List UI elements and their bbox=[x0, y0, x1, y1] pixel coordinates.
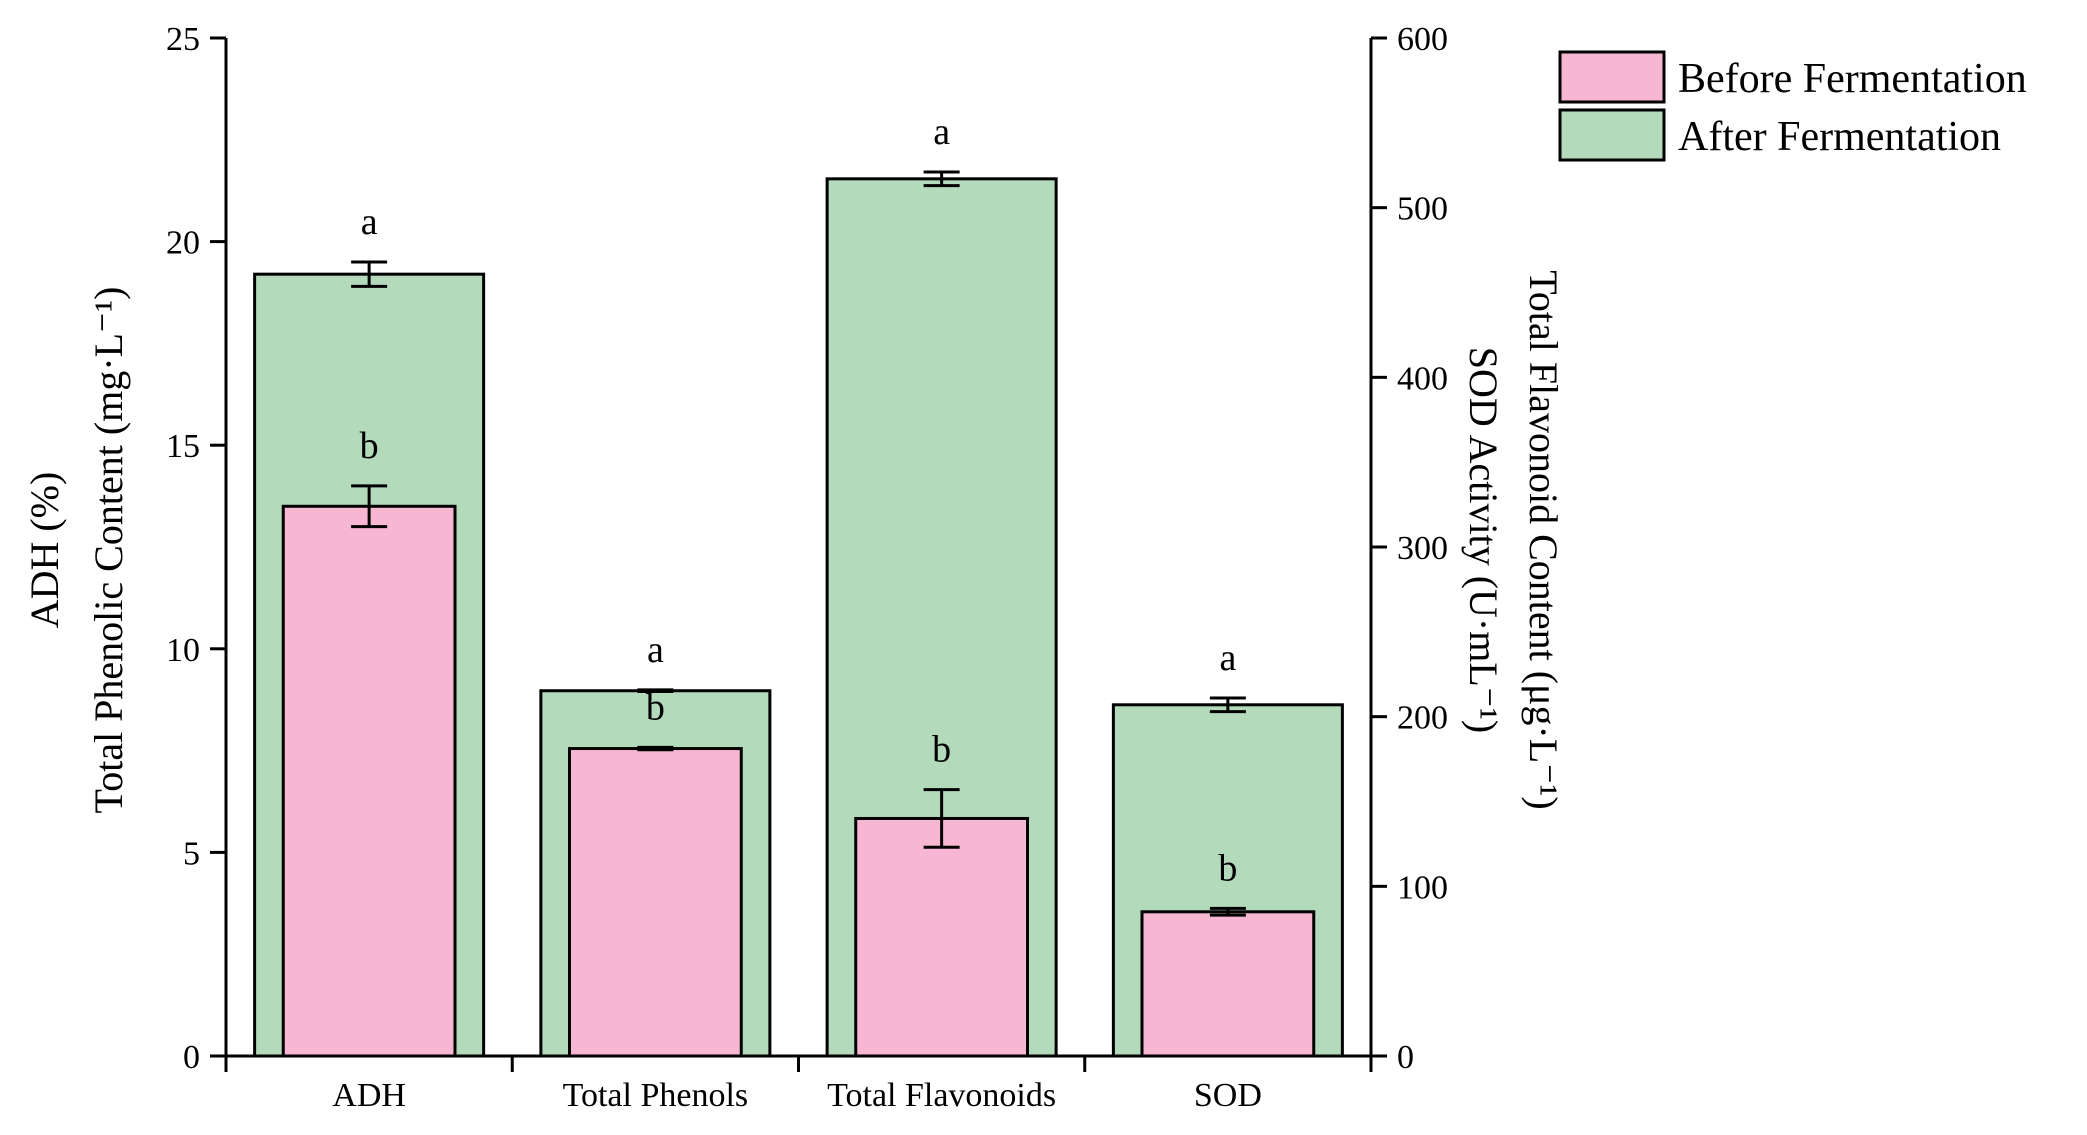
legend-label-before: Before Fermentation bbox=[1678, 56, 2027, 102]
left-tick-label: 5 bbox=[183, 835, 200, 872]
category-label: SOD bbox=[1194, 1077, 1262, 1114]
right-tick-label: 400 bbox=[1397, 360, 1448, 397]
right-axis-title-line2: SOD Activity (U·mL⁻¹) bbox=[1461, 347, 1506, 733]
bar-before bbox=[854, 816, 1029, 1058]
left-tick-label: 0 bbox=[183, 1039, 200, 1076]
right-tick-label: 0 bbox=[1397, 1039, 1414, 1076]
category-label: Total Flavonoids bbox=[827, 1077, 1056, 1114]
left-tick-label: 25 bbox=[166, 21, 200, 58]
significance-label-before: b bbox=[646, 686, 665, 728]
right-tick-label: 600 bbox=[1397, 21, 1448, 58]
left-axis-title-line1: ADH (%) bbox=[22, 472, 67, 629]
significance-label-after: a bbox=[933, 111, 950, 153]
significance-label-before: b bbox=[1218, 847, 1237, 889]
significance-label-before: b bbox=[932, 729, 951, 771]
left-axis-title-line2: Total Phenolic Content (mg·L⁻¹) bbox=[86, 287, 131, 814]
significance-label-before: b bbox=[360, 425, 379, 467]
legend-swatch-after bbox=[1558, 108, 1666, 162]
category-label: ADH bbox=[332, 1077, 406, 1114]
right-tick-label: 500 bbox=[1397, 191, 1448, 228]
significance-label-after: a bbox=[361, 201, 378, 243]
legend-swatch-before bbox=[1558, 50, 1666, 104]
significance-label-after: a bbox=[647, 629, 664, 671]
category-label: Total Phenols bbox=[563, 1077, 749, 1114]
left-tick-label: 20 bbox=[166, 225, 200, 262]
legend: Before Fermentation After Fermentation bbox=[1558, 50, 2027, 162]
left-tick-label: 15 bbox=[166, 428, 200, 465]
plot-area: 0 5 10 15 20 25 0 100 200 300 400 500 600 ADH Total Ph… bbox=[166, 21, 1448, 1114]
right-tick-label: 200 bbox=[1397, 700, 1448, 737]
right-axis-title-line1: Total Flavonoid Content (μg·L⁻¹) bbox=[1521, 270, 1566, 809]
bar-before bbox=[281, 504, 457, 1058]
right-tick-label: 300 bbox=[1397, 530, 1448, 567]
legend-label-after: After Fermentation bbox=[1678, 114, 2001, 160]
significance-label-after: a bbox=[1219, 637, 1236, 679]
right-tick-label: 100 bbox=[1397, 869, 1448, 906]
left-tick-label: 10 bbox=[166, 632, 200, 669]
bar-before bbox=[1140, 910, 1316, 1058]
bar-before bbox=[568, 747, 743, 1058]
